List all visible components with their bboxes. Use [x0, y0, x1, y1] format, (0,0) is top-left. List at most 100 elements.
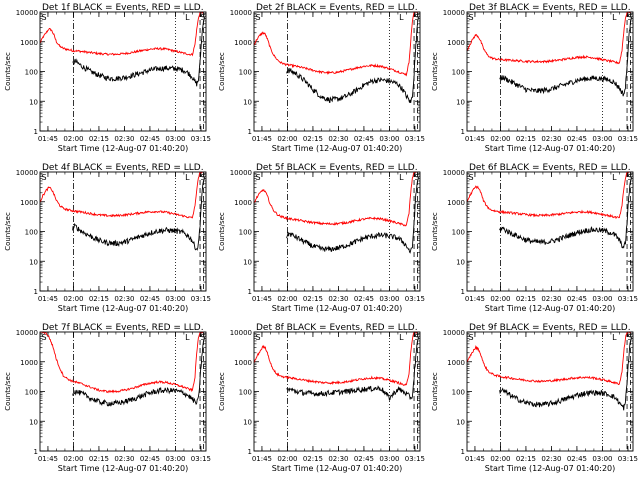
plot-frame: [253, 171, 421, 292]
x-tick-label: 03:15: [191, 135, 211, 143]
y-tick-label: 10000: [443, 329, 465, 337]
marker-letter: L: [185, 333, 190, 342]
y-tick-label: 100: [452, 69, 465, 77]
lld-series-line: [466, 11, 631, 65]
marker-letter: S: [627, 13, 632, 22]
x-tick-label: 02:15: [516, 295, 536, 303]
y-tick-label: 10: [456, 418, 465, 426]
plot-frame: [39, 331, 207, 452]
events-series-line: [72, 20, 204, 87]
events-series-line: [286, 340, 418, 402]
x-tick-label: 02:45: [354, 295, 374, 303]
marker-letter: L: [399, 333, 404, 342]
y-tick-label: 1000: [20, 199, 38, 207]
marker-letter: L: [612, 333, 617, 342]
y-tick-label: 1000: [234, 39, 252, 47]
chart-panel: Det 4f BLACK = Events, RED = LLD. Counts/…: [4, 163, 211, 313]
x-tick-label: 02:45: [354, 135, 374, 143]
x-tick-label: 01:45: [38, 135, 58, 143]
x-tick-label: 03:00: [592, 455, 612, 463]
x-tick-label: 02:15: [516, 135, 536, 143]
x-tick-label: 01:45: [38, 455, 58, 463]
y-tick-label: 1: [248, 288, 252, 296]
x-tick-label: 03:00: [165, 455, 185, 463]
chart-title: Det 7f BLACK = Events, RED = LLD.: [42, 323, 204, 333]
x-tick-label: 01:45: [465, 455, 485, 463]
x-tick-label: 03:15: [618, 295, 638, 303]
marker-letter: L: [399, 173, 404, 182]
marker-letter: S: [627, 333, 632, 342]
y-axis-label: Counts/sec: [218, 52, 226, 91]
x-tick-label: 02:45: [140, 295, 160, 303]
x-axis-label: Start Time (12-Aug-07 01:40:20): [58, 144, 189, 153]
y-tick-label: 10: [29, 418, 38, 426]
x-tick-label: 02:30: [114, 455, 134, 463]
chart-title: Det 6f BLACK = Events, RED = LLD.: [469, 163, 631, 173]
x-tick-label: 02:00: [490, 295, 510, 303]
x-tick-label: 03:00: [592, 295, 612, 303]
plot-frame: [466, 11, 634, 132]
y-axis-label: Counts/sec: [4, 212, 12, 251]
plot-frame: [466, 331, 634, 452]
y-tick-label: 100: [452, 229, 465, 237]
x-tick-label: 03:15: [191, 455, 211, 463]
y-tick-label: 100: [239, 229, 252, 237]
events-series-line: [499, 20, 631, 97]
marker-letter: L: [612, 173, 617, 182]
x-tick-label: 03:00: [592, 135, 612, 143]
events-series-line: [72, 180, 204, 251]
marker-letter: S: [414, 13, 419, 22]
y-tick-label: 10000: [230, 169, 252, 177]
y-axis-label: Counts/sec: [218, 372, 226, 411]
plot-frame: [39, 11, 207, 132]
marker-letter: S: [468, 333, 473, 342]
y-tick-label: 1000: [20, 359, 38, 367]
marker-letter: S: [255, 333, 260, 342]
y-tick-label: 10: [456, 98, 465, 106]
marker-letter: S: [414, 173, 419, 182]
y-tick-label: 1: [34, 448, 38, 456]
x-tick-label: 02:00: [63, 455, 83, 463]
plot-frame: [253, 11, 421, 132]
y-tick-label: 1: [248, 128, 252, 136]
y-tick-label: 100: [239, 69, 252, 77]
x-tick-label: 02:15: [89, 295, 109, 303]
chart-panel: Det 2f BLACK = Events, RED = LLD. Counts/…: [218, 3, 425, 153]
chart-panel: Det 6f BLACK = Events, RED = LLD. Counts/…: [431, 163, 638, 313]
x-tick-label: 03:15: [405, 295, 425, 303]
y-tick-label: 1: [248, 448, 252, 456]
chart-panel: Det 3f BLACK = Events, RED = LLD. Counts/…: [431, 3, 638, 153]
y-tick-label: 10000: [443, 9, 465, 17]
x-tick-label: 02:15: [89, 135, 109, 143]
x-tick-label: 02:15: [303, 135, 323, 143]
marker-letter: S: [200, 173, 205, 182]
y-axis-label: Counts/sec: [4, 372, 12, 411]
x-tick-label: 02:15: [303, 295, 323, 303]
x-axis-label: Start Time (12-Aug-07 01:40:20): [58, 464, 189, 473]
x-tick-label: 02:45: [140, 455, 160, 463]
plot-frame: [39, 171, 207, 292]
events-series-line: [499, 180, 631, 249]
x-tick-label: 02:30: [541, 455, 561, 463]
chart-panel: Det 8f BLACK = Events, RED = LLD. Counts/…: [218, 323, 425, 473]
chart-title: Det 2f BLACK = Events, RED = LLD.: [256, 3, 418, 13]
chart-title: Det 5f BLACK = Events, RED = LLD.: [256, 163, 418, 173]
x-tick-label: 02:45: [567, 455, 587, 463]
events-series-line: [286, 180, 418, 254]
x-axis-label: Start Time (12-Aug-07 01:40:20): [272, 144, 403, 153]
y-tick-label: 100: [239, 389, 252, 397]
x-axis-label: Start Time (12-Aug-07 01:40:20): [485, 304, 616, 313]
x-tick-label: 02:15: [516, 455, 536, 463]
y-tick-label: 1: [34, 288, 38, 296]
x-tick-label: 02:30: [328, 455, 348, 463]
lld-series-line: [39, 171, 204, 219]
marker-letter: S: [255, 173, 260, 182]
events-series-line: [72, 340, 204, 407]
x-tick-label: 02:00: [277, 135, 297, 143]
y-tick-label: 1000: [20, 39, 38, 47]
y-axis-label: Counts/sec: [4, 52, 12, 91]
y-tick-label: 10: [456, 258, 465, 266]
chart-title: Det 9f BLACK = Events, RED = LLD.: [469, 323, 631, 333]
x-tick-label: 01:45: [252, 135, 272, 143]
